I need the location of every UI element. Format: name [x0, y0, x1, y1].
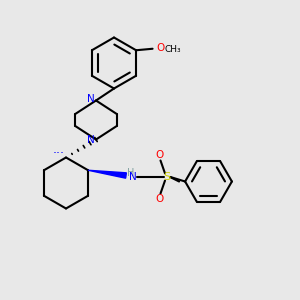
Text: N: N	[87, 135, 94, 145]
Text: H: H	[127, 168, 134, 178]
Polygon shape	[88, 170, 126, 178]
Text: O: O	[155, 194, 163, 204]
Text: ···: ···	[52, 147, 64, 161]
Text: O: O	[156, 43, 164, 53]
Text: N: N	[87, 94, 94, 104]
Text: CH₃: CH₃	[165, 45, 181, 54]
Text: S: S	[163, 172, 170, 182]
Text: O: O	[155, 150, 163, 160]
Text: N: N	[129, 172, 137, 182]
